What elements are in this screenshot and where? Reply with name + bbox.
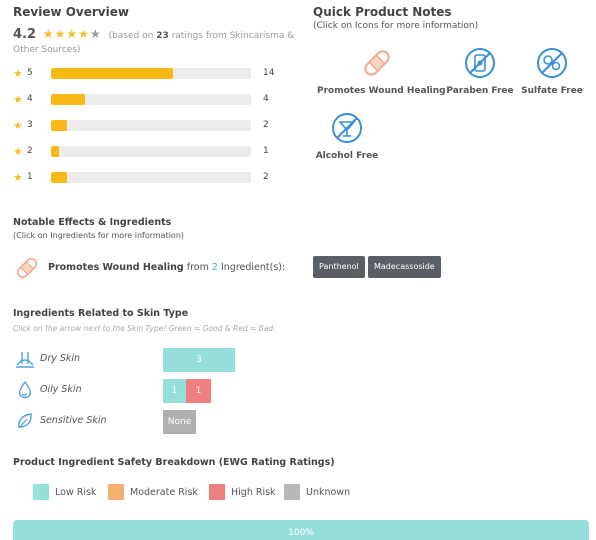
alcohol-free-icon bbox=[332, 113, 362, 143]
rating-bar-track bbox=[51, 120, 251, 131]
average-rating: 4.2 bbox=[13, 27, 37, 42]
skin-row-oily[interactable]: Oily Skin 1 1 bbox=[13, 379, 313, 403]
rating-bar-track bbox=[51, 68, 251, 79]
based-on-suffix: ratings from Skincarisma & Other Sources… bbox=[13, 31, 295, 55]
rating-bar-fill bbox=[51, 68, 173, 79]
note-sulfate-free[interactable]: Sulfate Free bbox=[492, 46, 596, 96]
sensitive-skin-icon bbox=[18, 413, 32, 429]
paraben-free-icon bbox=[465, 48, 495, 78]
rating-bar-fill bbox=[51, 94, 85, 105]
rating-bar-track bbox=[51, 172, 251, 183]
rating-row-2[interactable]: ★ 2 1 bbox=[13, 145, 283, 159]
legend-swatch bbox=[284, 484, 300, 500]
skin-type-label: Sensitive Skin bbox=[40, 415, 107, 426]
rating-bar-fill bbox=[51, 172, 67, 183]
skin-type-subtitle: Click on the arrow next to the Skin Type… bbox=[13, 324, 276, 333]
star-icon: ★ bbox=[13, 171, 23, 184]
good-ingredient-count[interactable]: 1 bbox=[163, 379, 186, 403]
legend-swatch bbox=[209, 484, 225, 500]
star-level: 3 bbox=[27, 120, 33, 130]
rating-bar-track bbox=[51, 94, 251, 105]
star-icon: ★ bbox=[13, 119, 23, 132]
note-label: Promotes Wound Healing bbox=[317, 86, 446, 96]
rating-row-count: 1 bbox=[263, 146, 269, 156]
legend-label: Unknown bbox=[306, 487, 351, 498]
bandage-icon bbox=[364, 50, 390, 76]
star-icon: ★ bbox=[13, 93, 23, 106]
effect-from: from bbox=[186, 262, 209, 273]
ewg-low-risk-bar[interactable]: 100% bbox=[13, 520, 589, 540]
star-rating-icons: ★★★★★ bbox=[42, 27, 102, 41]
rating-row-5[interactable]: ★ 5 14 bbox=[13, 67, 283, 81]
effect-ingredient-count: 2 bbox=[211, 262, 218, 273]
effects-title: Notable Effects & Ingredients bbox=[13, 217, 172, 228]
note-label: Sulfate Free bbox=[521, 86, 583, 96]
legend-swatch bbox=[33, 484, 49, 500]
dry-skin-icon bbox=[16, 352, 34, 368]
bandage-icon bbox=[16, 257, 38, 279]
effect-suffix: Ingredient(s): bbox=[220, 262, 286, 273]
rating-row-count: 4 bbox=[263, 94, 269, 104]
rating-row-count: 2 bbox=[263, 172, 269, 182]
skin-row-dry[interactable]: Dry Skin 3 bbox=[13, 348, 313, 372]
ingredient-chip-madecassoside[interactable]: Madecassoside bbox=[368, 256, 441, 278]
legend-label: High Risk bbox=[231, 487, 276, 498]
star-level: 4 bbox=[27, 94, 33, 104]
rating-bar-fill bbox=[51, 120, 67, 131]
skin-type-label: Dry Skin bbox=[40, 353, 81, 364]
star-level: 1 bbox=[27, 172, 33, 182]
quick-notes-title: Quick Product Notes bbox=[313, 5, 452, 19]
rating-row-count: 2 bbox=[263, 120, 269, 130]
review-overview-title: Review Overview bbox=[13, 5, 129, 19]
note-label: Paraben Free bbox=[446, 86, 514, 96]
based-on-prefix: (based on bbox=[108, 31, 154, 41]
star-level: 2 bbox=[27, 146, 33, 156]
effects-subtitle: (Click on Ingredients for more informati… bbox=[13, 231, 185, 240]
sulfate-free-icon bbox=[537, 48, 567, 78]
legend-swatch bbox=[108, 484, 124, 500]
oily-skin-icon bbox=[18, 380, 32, 399]
rating-count: 23 bbox=[156, 31, 169, 41]
rating-row-count: 14 bbox=[263, 68, 275, 78]
skin-row-sensitive[interactable]: Sensitive Skin None bbox=[13, 410, 313, 434]
quick-notes-subtitle: (Click on Icons for more information) bbox=[313, 21, 479, 31]
bad-ingredient-count[interactable]: 1 bbox=[186, 379, 211, 403]
ingredient-chip-panthenol[interactable]: Panthenol bbox=[313, 256, 365, 278]
legend-label: Low Risk bbox=[55, 487, 97, 498]
ewg-title: Product Ingredient Safety Breakdown (EWG… bbox=[13, 457, 335, 468]
skin-type-label: Oily Skin bbox=[40, 384, 82, 395]
note-alcohol-free[interactable]: Alcohol Free bbox=[287, 111, 407, 161]
skin-type-title: Ingredients Related to Skin Type bbox=[13, 308, 189, 319]
note-paraben-free[interactable]: Paraben Free bbox=[420, 46, 540, 96]
good-ingredient-count[interactable]: 3 bbox=[163, 348, 235, 372]
rating-summary: 4.2 ★★★★★ (based on 23 ratings from Skin… bbox=[13, 27, 298, 57]
rating-row-3[interactable]: ★ 3 2 bbox=[13, 119, 283, 133]
star-icon: ★ bbox=[13, 67, 23, 80]
note-label: Alcohol Free bbox=[315, 151, 379, 161]
effect-name: Promotes Wound Healing bbox=[48, 262, 184, 273]
legend-label: Moderate Risk bbox=[130, 487, 198, 498]
none-ingredient-indicator[interactable]: None bbox=[163, 410, 196, 434]
rating-row-4[interactable]: ★ 4 4 bbox=[13, 93, 283, 107]
star-level: 5 bbox=[27, 68, 33, 78]
note-wound-healing[interactable]: Promotes Wound Healing bbox=[317, 46, 446, 96]
rating-row-1[interactable]: ★ 1 2 bbox=[13, 171, 283, 185]
effect-summary[interactable]: Promotes Wound Healing from 2 Ingredient… bbox=[48, 262, 285, 273]
rating-bar-fill bbox=[51, 146, 59, 157]
star-icon: ★ bbox=[13, 145, 23, 158]
rating-bar-track bbox=[51, 146, 251, 157]
